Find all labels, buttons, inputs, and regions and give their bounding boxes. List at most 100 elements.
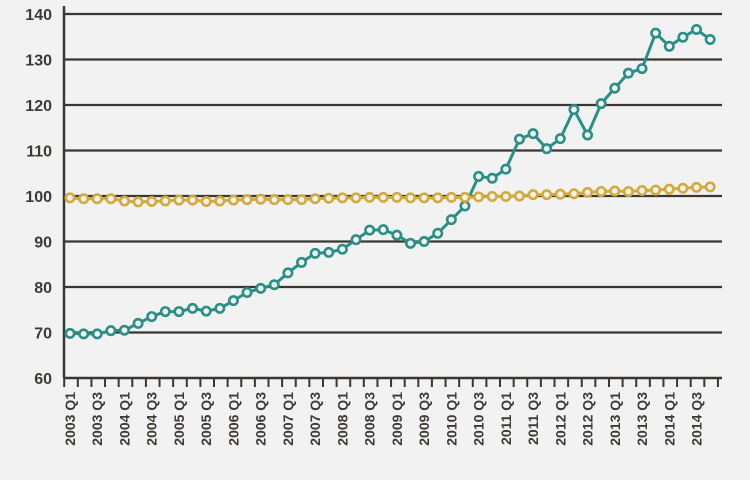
x-tick-label: 2011 Q3 bbox=[525, 392, 541, 445]
series-2-point bbox=[146, 195, 158, 207]
series-1-point bbox=[187, 302, 199, 314]
series-2-point bbox=[296, 194, 308, 206]
series-1-point bbox=[691, 23, 703, 35]
series-1-point bbox=[609, 82, 621, 94]
series-1-point bbox=[282, 267, 294, 279]
series-1-point bbox=[432, 227, 444, 239]
series-1-point bbox=[568, 104, 580, 116]
x-tick-label: 2010 Q3 bbox=[471, 392, 487, 446]
series-2-point bbox=[187, 194, 199, 206]
series-1-point bbox=[486, 172, 498, 184]
series-1-point bbox=[118, 324, 130, 336]
series-1-point bbox=[391, 229, 403, 241]
series bbox=[64, 23, 716, 340]
x-tick-label: 2013 Q1 bbox=[607, 392, 623, 446]
series-2-point bbox=[64, 192, 76, 204]
series-2-point bbox=[500, 190, 512, 202]
series-2-point bbox=[105, 193, 117, 205]
series-1-point bbox=[473, 170, 485, 182]
series-2-point bbox=[609, 185, 621, 197]
y-tick-label-70: 70 bbox=[34, 326, 52, 343]
series-2-point bbox=[91, 193, 103, 205]
series-2-point bbox=[350, 192, 362, 204]
series-1-point bbox=[418, 236, 430, 248]
series-2-point bbox=[527, 189, 539, 201]
series-2-point bbox=[132, 196, 144, 208]
series-1-point bbox=[105, 325, 117, 337]
series-1-point bbox=[677, 31, 689, 43]
series-1-point bbox=[350, 234, 362, 246]
series-1-point bbox=[622, 67, 634, 79]
x-tick-label: 2006 Q1 bbox=[225, 392, 241, 446]
series-2-point bbox=[323, 192, 335, 204]
series-1-point bbox=[500, 163, 512, 175]
x-tick-label: 2013 Q3 bbox=[634, 392, 650, 446]
series-1-point bbox=[227, 295, 239, 307]
series-1-point bbox=[404, 237, 416, 249]
series-2-point bbox=[391, 191, 403, 203]
series-1-point bbox=[527, 128, 539, 140]
x-tick-label: 2009 Q1 bbox=[389, 392, 405, 446]
series-1-point bbox=[364, 224, 376, 236]
series-1-point bbox=[582, 129, 594, 141]
series-1-point bbox=[704, 33, 716, 45]
series-1-point bbox=[159, 306, 171, 318]
series-2-point bbox=[78, 193, 90, 205]
series-1-point bbox=[78, 328, 90, 340]
series-2-point bbox=[227, 194, 239, 206]
x-tick-label: 2004 Q3 bbox=[144, 392, 160, 446]
series-2-point bbox=[663, 183, 675, 195]
y-tick-label-80: 80 bbox=[34, 280, 52, 297]
series-2-point bbox=[582, 186, 594, 198]
y-tick-label-110: 110 bbox=[26, 144, 52, 161]
series-1-point bbox=[541, 143, 553, 155]
series-2-point bbox=[473, 191, 485, 203]
series-2-point bbox=[200, 195, 212, 207]
x-tick-label: 2003 Q3 bbox=[89, 392, 105, 446]
series-2-point bbox=[159, 195, 171, 207]
series-2-point bbox=[432, 192, 444, 204]
series-2-point bbox=[595, 185, 607, 197]
x-tick-labels: 2003 Q1 2003 Q3 2004 Q1 2004 Q3 2005 Q1 2005 … bbox=[62, 392, 705, 446]
series-2-point bbox=[568, 188, 580, 200]
series-2-point bbox=[650, 184, 662, 196]
x-tick-label: 2010 Q1 bbox=[443, 392, 459, 446]
series-1-point bbox=[146, 311, 158, 323]
x-tick-label: 2012 Q1 bbox=[552, 392, 568, 446]
series-2-point bbox=[541, 189, 553, 201]
x-tick-label: 2009 Q3 bbox=[416, 392, 432, 446]
series-1-point bbox=[296, 256, 308, 268]
series-2-point bbox=[241, 194, 253, 206]
series-1-point bbox=[268, 279, 280, 291]
x-tick-label: 2012 Q3 bbox=[580, 392, 596, 446]
series-2-point bbox=[445, 191, 457, 203]
series-1-point bbox=[323, 246, 335, 258]
series-1-point bbox=[650, 27, 662, 39]
series-2-point bbox=[622, 185, 634, 197]
x-tick-label: 2008 Q1 bbox=[334, 392, 350, 446]
y-tick-label-100: 100 bbox=[25, 189, 52, 206]
x-tick-label: 2014 Q3 bbox=[689, 392, 705, 446]
series-2-point bbox=[309, 193, 321, 205]
series-2-point bbox=[214, 195, 226, 207]
y-tick-label-90: 90 bbox=[34, 235, 52, 252]
series-2-point bbox=[377, 191, 389, 203]
series-2-point bbox=[513, 190, 525, 202]
gridlines bbox=[64, 12, 722, 334]
x-tick-label: 2003 Q1 bbox=[62, 392, 78, 446]
x-tick-label: 2007 Q3 bbox=[307, 392, 323, 446]
series-2-point bbox=[418, 192, 430, 204]
series-2-point bbox=[636, 185, 648, 197]
x-tick-label: 2008 Q3 bbox=[362, 392, 378, 446]
series-2-point bbox=[268, 194, 280, 206]
x-tick-label: 2014 Q1 bbox=[661, 392, 677, 446]
axes bbox=[62, 6, 722, 387]
y-tick-labels: 60 70 80 90 100 110 120 130 140 bbox=[25, 7, 52, 388]
y-tick-label-120: 120 bbox=[25, 98, 52, 115]
x-tick-label: 2011 Q1 bbox=[498, 392, 514, 445]
series-2-point bbox=[255, 193, 267, 205]
series-1-point bbox=[595, 98, 607, 110]
series-1-point bbox=[377, 224, 389, 236]
